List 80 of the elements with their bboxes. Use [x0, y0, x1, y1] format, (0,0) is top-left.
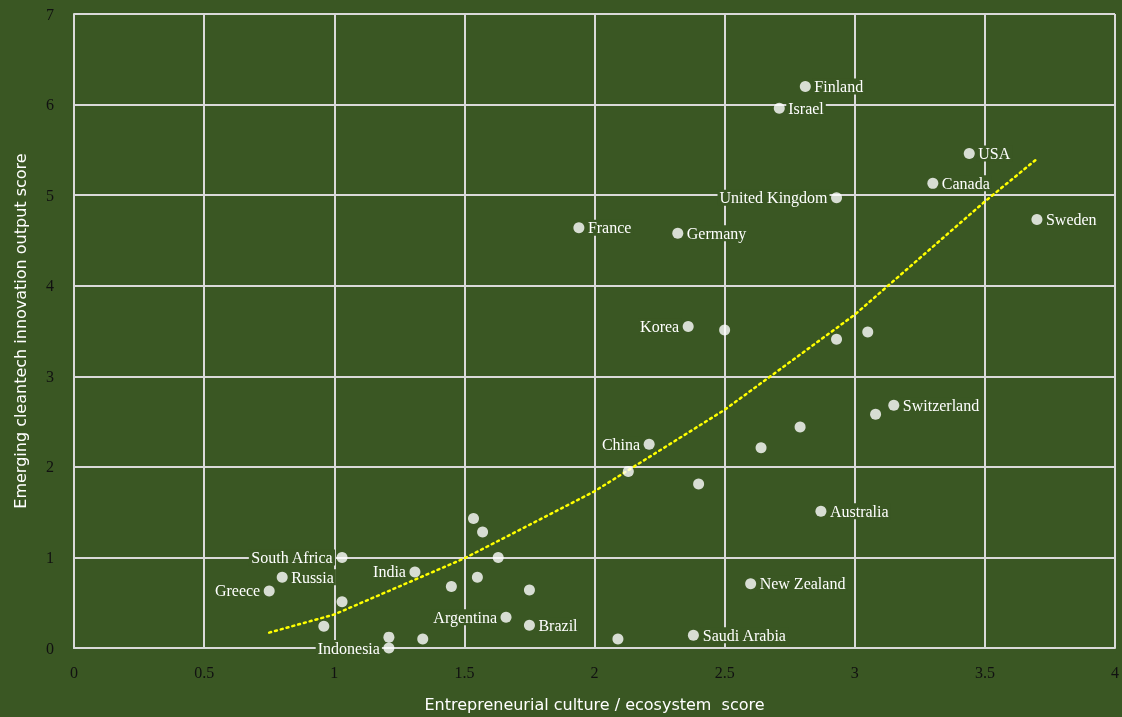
- point: [523, 619, 535, 631]
- point: [383, 631, 395, 643]
- annotation: China: [601, 435, 641, 453]
- point: [687, 629, 699, 641]
- point: [794, 421, 806, 433]
- point: [383, 642, 395, 654]
- x-tick-label: 3.5: [974, 663, 995, 681]
- y-tick-label: 6: [46, 96, 54, 114]
- point: [336, 596, 348, 608]
- point: [963, 147, 975, 159]
- annotation: New Zealand: [759, 575, 846, 593]
- annotation: Switzerland: [902, 396, 980, 414]
- point: [773, 102, 785, 114]
- x-tick-label: 2.5: [714, 663, 735, 681]
- point: [815, 505, 827, 517]
- annotation: Saudi Arabia: [702, 626, 786, 644]
- annotation: South Africa: [251, 548, 333, 566]
- annotation: Finland: [814, 77, 864, 95]
- point: [612, 633, 624, 645]
- point: [831, 333, 843, 345]
- point: [927, 177, 939, 189]
- y-tick-label: 5: [46, 186, 54, 204]
- annotation: Greece: [214, 582, 261, 600]
- point: [643, 438, 655, 450]
- point: [831, 192, 843, 204]
- annotation: United Kingdom: [719, 189, 829, 208]
- y-axis-title: Emerging cleantech innovation output score: [10, 153, 30, 509]
- point: [888, 399, 900, 411]
- y-tick-label: 1: [46, 548, 54, 566]
- point: [682, 320, 694, 332]
- annotation: Argentina: [433, 608, 498, 627]
- annotation: USA: [978, 144, 1011, 162]
- y-tick-label: 4: [46, 277, 54, 295]
- point: [672, 227, 684, 239]
- point: [693, 478, 705, 490]
- x-tick-label: 3: [850, 663, 859, 681]
- annotation: Russia: [291, 568, 334, 586]
- point: [1031, 214, 1043, 226]
- point: [471, 571, 483, 583]
- x-tick-label: 0.5: [194, 663, 215, 681]
- point: [745, 578, 757, 590]
- annotation: Brazil: [538, 616, 579, 634]
- point: [468, 512, 479, 524]
- point: [409, 566, 421, 578]
- point: [276, 571, 288, 583]
- point: [622, 465, 634, 477]
- y-tick-label: 7: [46, 5, 54, 23]
- point: [573, 222, 585, 234]
- point: [318, 620, 330, 632]
- point: [263, 585, 275, 597]
- x-axis-title: Entrepreneurial culture / ecosystem score: [424, 694, 765, 714]
- annotation: Australia: [829, 502, 889, 520]
- point: [500, 611, 512, 623]
- point: [477, 526, 489, 538]
- point: [862, 326, 874, 338]
- y-tick-label: 3: [46, 367, 54, 385]
- point: [523, 584, 535, 596]
- x-tick-label: 1.5: [454, 663, 475, 681]
- annotation: Sweden: [1045, 211, 1097, 229]
- x-tick-label: 0: [70, 663, 78, 681]
- annotation: Korea: [640, 317, 680, 335]
- x-tick-label: 2: [590, 663, 599, 681]
- annotation: Indonesia: [317, 639, 380, 657]
- point: [336, 551, 348, 563]
- x-tick-label: 1: [330, 663, 339, 681]
- y-tick-label: 2: [46, 458, 54, 476]
- point: [492, 551, 504, 563]
- point: [719, 324, 731, 336]
- point: [799, 80, 811, 92]
- y-tick-label: 0: [46, 639, 54, 657]
- x-tick-label: 4: [1111, 663, 1119, 681]
- annotation: Germany: [686, 224, 747, 243]
- point: [445, 580, 457, 592]
- annotation: France: [587, 219, 632, 237]
- annotation: Canada: [941, 174, 990, 192]
- point: [870, 408, 882, 420]
- point: [755, 442, 767, 454]
- annotation: Israel: [788, 99, 825, 117]
- annotation: India: [373, 563, 406, 581]
- point: [417, 633, 429, 645]
